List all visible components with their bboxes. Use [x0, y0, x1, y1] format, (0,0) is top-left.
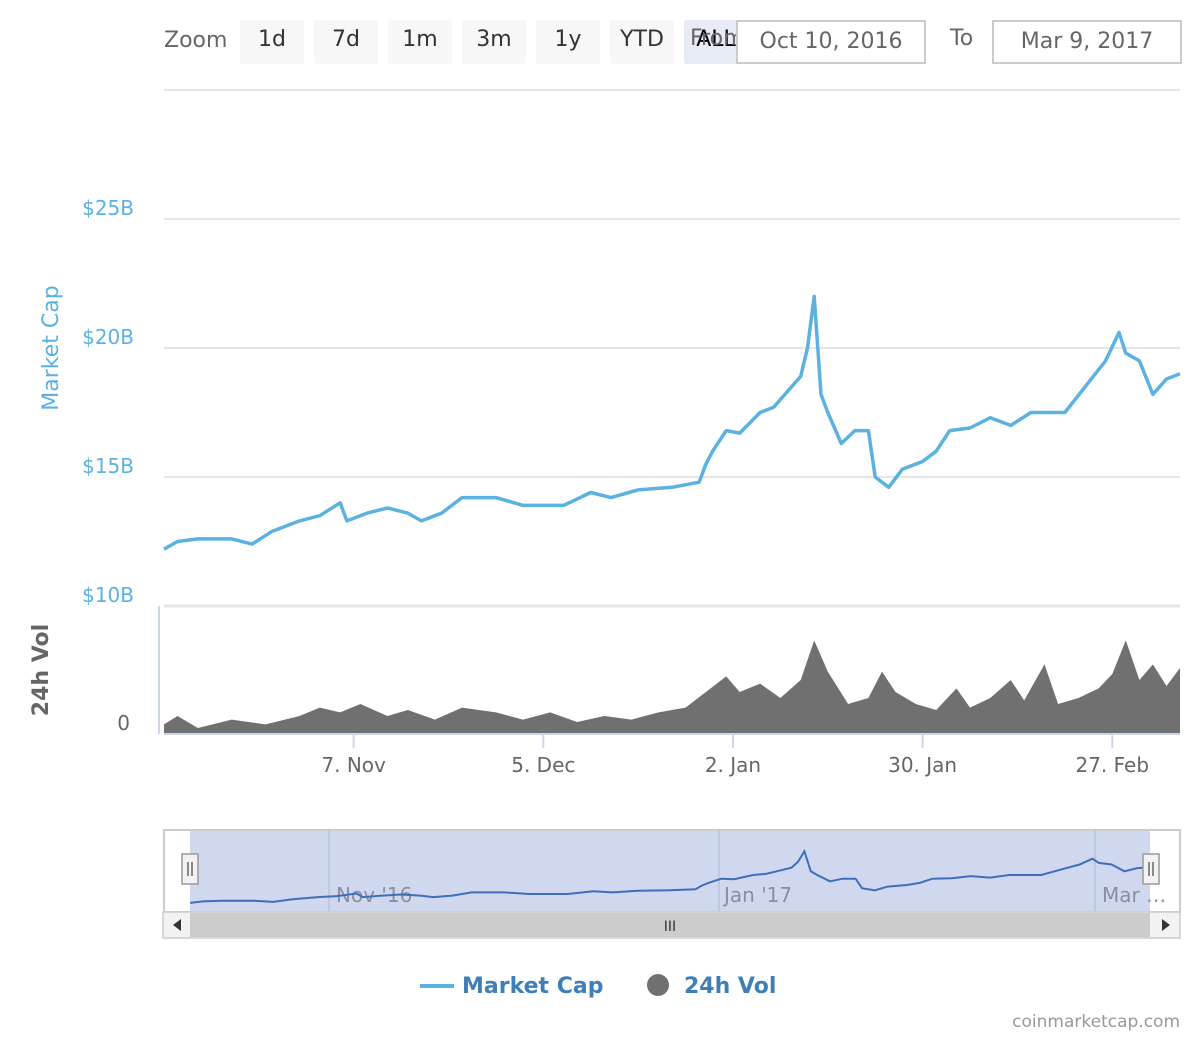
navigator-handle-right	[1142, 853, 1160, 885]
navigator-series-line	[189, 848, 1151, 904]
scrollbar-grip-icon: III	[664, 919, 676, 935]
y-tick-label: $15B	[82, 454, 134, 478]
legend-volume-symbol	[647, 974, 669, 996]
zoom-button-1d[interactable]: 1d	[240, 20, 304, 64]
to-date-input[interactable]: Mar 9, 2017	[992, 20, 1182, 64]
y-axis-title-market-cap: Market Cap	[39, 285, 64, 410]
y-tick-label: $25B	[82, 196, 134, 220]
scrollbar-track	[162, 911, 1181, 939]
24h-vol-series-area	[164, 640, 1180, 734]
x-tick-label: 5. Dec	[511, 753, 575, 777]
scroll-right-arrow-icon	[1162, 919, 1170, 931]
x-tick-label: 30. Jan	[888, 753, 957, 777]
credit-link[interactable]: coinmarketcap.com	[1012, 1012, 1180, 1032]
y-tick-label: $20B	[82, 325, 134, 349]
navigator-mask	[190, 831, 1150, 912]
navigator-label: Nov '16	[336, 883, 412, 907]
navigator-frame	[163, 829, 1181, 913]
legend-market-cap-label: Market Cap	[462, 974, 603, 999]
y-tick-label: $10B	[82, 583, 134, 607]
scroll-left-arrow-icon	[173, 919, 181, 931]
legend-volume-label: 24h Vol	[684, 974, 776, 999]
zoom-button-7d[interactable]: 7d	[314, 20, 378, 64]
volume-y-tick-label: 0	[117, 711, 130, 735]
navigator-label: Jan '17	[722, 883, 792, 907]
x-tick-label: 7. Nov	[321, 753, 386, 777]
scrollbar-thumb	[190, 913, 1150, 937]
zoom-button-3m[interactable]: 3m	[462, 20, 526, 64]
from-date-input[interactable]: Oct 10, 2016	[736, 20, 926, 64]
navigator-handle-left	[181, 853, 199, 885]
zoom-button-ytd[interactable]: YTD	[610, 20, 674, 64]
navigator-label: Mar …	[1102, 883, 1166, 907]
x-tick-label: 27. Feb	[1075, 753, 1149, 777]
zoom-label: Zoom	[164, 28, 228, 53]
to-label: To	[950, 26, 974, 51]
x-tick-label: 2. Jan	[705, 753, 761, 777]
market-cap-series-line	[163, 294, 1181, 551]
y-axis-title-volume: 24h Vol	[29, 624, 54, 716]
zoom-button-1m[interactable]: 1m	[388, 20, 452, 64]
zoom-button-1y[interactable]: 1y	[536, 20, 600, 64]
from-label: From	[690, 26, 745, 51]
